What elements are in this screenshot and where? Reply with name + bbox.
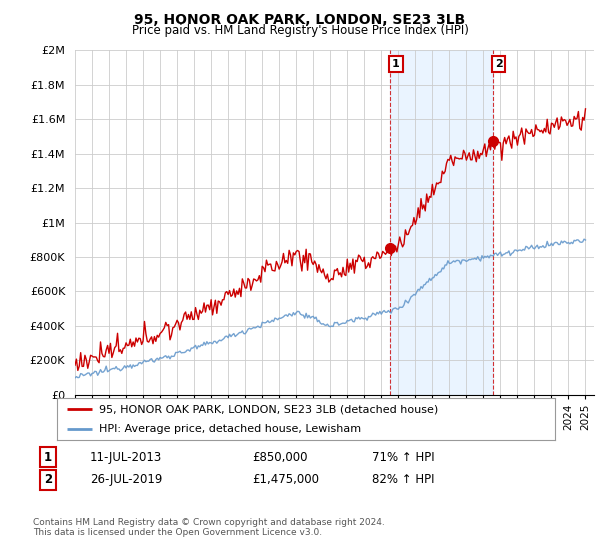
Text: Price paid vs. HM Land Registry's House Price Index (HPI): Price paid vs. HM Land Registry's House … (131, 24, 469, 37)
Text: 2: 2 (495, 59, 503, 69)
Text: 95, HONOR OAK PARK, LONDON, SE23 3LB: 95, HONOR OAK PARK, LONDON, SE23 3LB (134, 13, 466, 27)
Text: 1: 1 (44, 451, 52, 464)
Text: 95, HONOR OAK PARK, LONDON, SE23 3LB (detached house): 95, HONOR OAK PARK, LONDON, SE23 3LB (de… (100, 404, 439, 414)
Text: £1,475,000: £1,475,000 (252, 473, 319, 486)
Text: £850,000: £850,000 (252, 451, 308, 464)
Text: HPI: Average price, detached house, Lewisham: HPI: Average price, detached house, Lewi… (100, 424, 361, 434)
Text: 11-JUL-2013: 11-JUL-2013 (90, 451, 162, 464)
Text: 1: 1 (392, 59, 400, 69)
Text: 26-JUL-2019: 26-JUL-2019 (90, 473, 163, 486)
Text: 82% ↑ HPI: 82% ↑ HPI (372, 473, 434, 486)
Text: 2: 2 (44, 473, 52, 486)
Text: 71% ↑ HPI: 71% ↑ HPI (372, 451, 434, 464)
Text: Contains HM Land Registry data © Crown copyright and database right 2024.
This d: Contains HM Land Registry data © Crown c… (33, 518, 385, 538)
